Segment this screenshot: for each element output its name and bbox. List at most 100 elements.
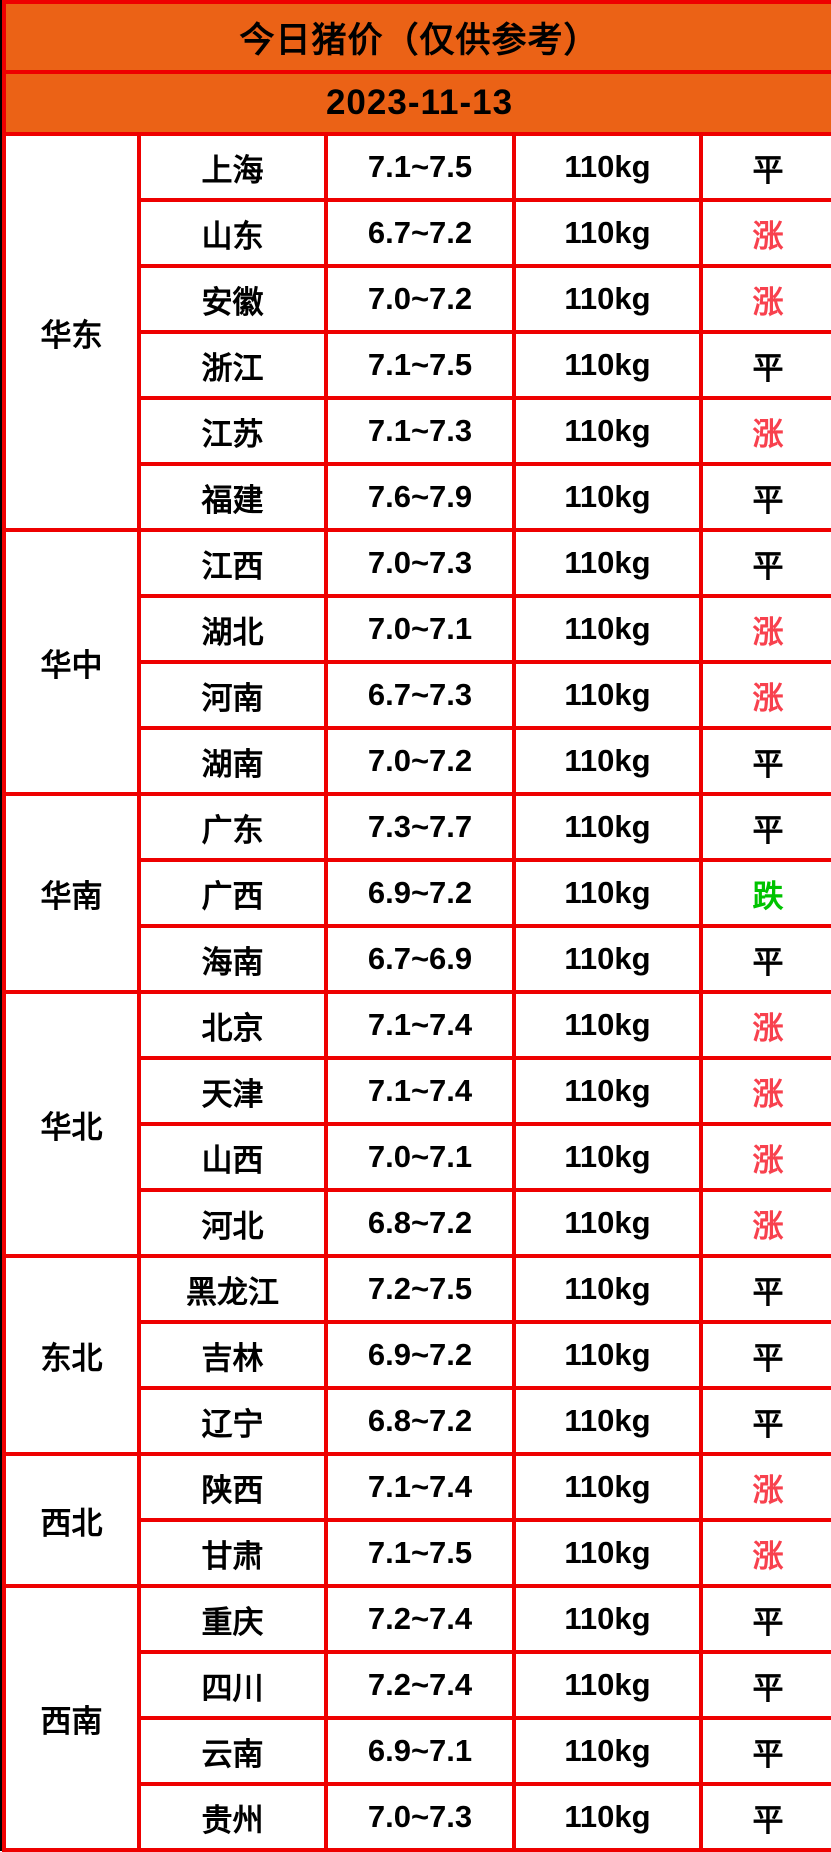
weight-cell: 110kg <box>512 924 703 994</box>
table-row: 西北 陕西 7.1~7.4 110kg 涨 <box>2 1452 831 1588</box>
trend-cell: 涨 <box>698 594 831 664</box>
weight-cell: 110kg <box>512 198 703 268</box>
price-range-cell: 7.1~7.5 <box>324 330 516 400</box>
price-range-cell: 7.0~7.2 <box>324 264 516 334</box>
weight-cell: 110kg <box>512 726 703 796</box>
province-cell: 山西 <box>137 1122 328 1192</box>
province-cell: 吉林 <box>137 1320 328 1390</box>
province-cell: 云南 <box>137 1716 328 1786</box>
trend-cell: 涨 <box>698 396 831 466</box>
price-range-cell: 6.9~7.2 <box>324 858 516 928</box>
trend-cell: 涨 <box>698 198 831 268</box>
trend-cell: 平 <box>698 1782 831 1852</box>
table-row: 华南 广东 7.3~7.7 110kg 平 <box>2 792 831 994</box>
weight-cell: 110kg <box>512 1782 703 1852</box>
trend-cell: 平 <box>698 1254 831 1324</box>
region-cell-northeast: 东北 <box>2 1254 141 1456</box>
province-cell: 黑龙江 <box>137 1254 328 1324</box>
trend-cell: 平 <box>698 1716 831 1786</box>
table-row: 河南 6.7~7.3 110kg 涨 <box>4 660 831 730</box>
price-range-cell: 7.3~7.7 <box>324 792 516 862</box>
date-row: 2023-11-13 <box>1 70 831 136</box>
price-range-cell: 7.0~7.3 <box>324 528 516 598</box>
province-cell: 天津 <box>137 1056 328 1126</box>
trend-cell: 跌 <box>698 858 831 928</box>
price-range-cell: 7.0~7.1 <box>324 594 516 664</box>
region-cell-northwest: 西北 <box>2 1452 141 1588</box>
title-row: 今日猪价（仅供参考） <box>1 0 831 74</box>
province-cell: 安徽 <box>137 264 328 334</box>
price-range-cell: 7.1~7.4 <box>324 990 516 1060</box>
table-row: 天津 7.1~7.4 110kg 涨 <box>4 1056 831 1126</box>
trend-cell: 涨 <box>698 1122 831 1192</box>
table-row: 安徽 7.0~7.2 110kg 涨 <box>4 264 831 334</box>
weight-cell: 110kg <box>512 1056 703 1126</box>
province-cell: 辽宁 <box>137 1386 328 1456</box>
weight-cell: 110kg <box>512 528 703 598</box>
province-cell: 浙江 <box>137 330 328 400</box>
table-row: 辽宁 6.8~7.2 110kg 平 <box>4 1386 831 1456</box>
province-cell: 陕西 <box>137 1452 328 1522</box>
table-row: 甘肃 7.1~7.5 110kg 涨 <box>4 1518 831 1588</box>
report-date: 2023-11-13 <box>1 70 831 136</box>
trend-cell: 平 <box>698 792 831 862</box>
province-cell: 甘肃 <box>137 1518 328 1588</box>
trend-cell: 涨 <box>698 1056 831 1126</box>
table-row: 河北 6.8~7.2 110kg 涨 <box>4 1188 831 1258</box>
trend-cell: 平 <box>698 132 831 202</box>
trend-cell: 平 <box>698 726 831 796</box>
province-cell: 广西 <box>137 858 328 928</box>
table-row: 湖南 7.0~7.2 110kg 平 <box>4 726 831 796</box>
price-range-cell: 7.1~7.5 <box>324 1518 516 1588</box>
price-range-cell: 7.0~7.3 <box>324 1782 516 1852</box>
table-row: 海南 6.7~6.9 110kg 平 <box>4 924 831 994</box>
price-range-cell: 7.1~7.5 <box>324 132 516 202</box>
trend-cell: 平 <box>698 1650 831 1720</box>
price-range-cell: 7.1~7.4 <box>324 1452 516 1522</box>
weight-cell: 110kg <box>512 1518 703 1588</box>
table-row: 江苏 7.1~7.3 110kg 涨 <box>4 396 831 466</box>
province-cell: 福建 <box>137 462 328 532</box>
table-row: 东北 黑龙江 7.2~7.5 110kg 平 <box>2 1254 831 1456</box>
trend-cell: 涨 <box>698 990 831 1060</box>
table-row: 广西 6.9~7.2 110kg 跌 <box>4 858 831 928</box>
weight-cell: 110kg <box>512 1452 703 1522</box>
region-cell-south-china: 华南 <box>2 792 141 994</box>
province-cell: 河北 <box>137 1188 328 1258</box>
price-range-cell: 7.1~7.3 <box>324 396 516 466</box>
region-cell-central-china: 华中 <box>2 528 141 796</box>
province-cell: 广东 <box>137 792 328 862</box>
trend-cell: 平 <box>698 462 831 532</box>
page-title: 今日猪价（仅供参考） <box>1 0 831 74</box>
province-cell: 北京 <box>137 990 328 1060</box>
price-range-cell: 7.1~7.4 <box>324 1056 516 1126</box>
weight-cell: 110kg <box>512 792 703 862</box>
weight-cell: 110kg <box>512 264 703 334</box>
table-row: 山西 7.0~7.1 110kg 涨 <box>4 1122 831 1192</box>
price-range-cell: 6.7~7.3 <box>324 660 516 730</box>
table-row: 山东 6.7~7.2 110kg 涨 <box>4 198 831 268</box>
province-cell: 山东 <box>137 198 328 268</box>
weight-cell: 110kg <box>512 594 703 664</box>
province-cell: 湖北 <box>137 594 328 664</box>
table-row: 华北 北京 7.1~7.4 110kg 涨 <box>2 990 831 1258</box>
table-row: 华中 江西 7.0~7.3 110kg 平 <box>2 528 831 796</box>
table-row: 华东 上海 7.1~7.5 110kg 平 <box>2 132 831 532</box>
price-range-cell: 6.8~7.2 <box>324 1188 516 1258</box>
trend-cell: 涨 <box>698 1518 831 1588</box>
weight-cell: 110kg <box>512 858 703 928</box>
price-range-cell: 6.8~7.2 <box>324 1386 516 1456</box>
weight-cell: 110kg <box>512 1188 703 1258</box>
price-range-cell: 6.9~7.1 <box>324 1716 516 1786</box>
province-cell: 江苏 <box>137 396 328 466</box>
region-cell-north-china: 华北 <box>2 990 141 1258</box>
table-row: 西南 重庆 7.2~7.4 110kg 平 <box>2 1584 831 1852</box>
region-cell-east-china: 华东 <box>2 132 141 532</box>
province-cell: 重庆 <box>137 1584 328 1654</box>
table-row: 湖北 7.0~7.1 110kg 涨 <box>4 594 831 664</box>
weight-cell: 110kg <box>512 330 703 400</box>
price-range-cell: 7.0~7.2 <box>324 726 516 796</box>
trend-cell: 涨 <box>698 1188 831 1258</box>
